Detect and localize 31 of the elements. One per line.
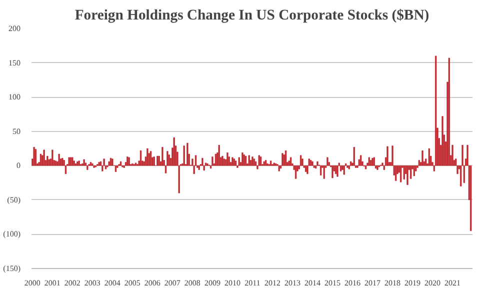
chart-title: Foreign Holdings Change In US Corporate Stocks ($BN) xyxy=(74,8,430,24)
x-tick-label: 2007 xyxy=(164,278,180,288)
y-tick-label: 50 xyxy=(12,126,20,136)
x-tick-label: 2019 xyxy=(404,278,420,288)
x-tick-label: 2006 xyxy=(144,278,160,288)
x-tick-label: 2021 xyxy=(444,278,460,288)
x-tick-label: 2018 xyxy=(384,278,400,288)
y-tick-label: 150 xyxy=(8,58,20,68)
y-tick-label: (150) xyxy=(3,264,21,273)
y-tick-label: 200 xyxy=(8,24,20,33)
x-tick-label: 2003 xyxy=(84,278,100,288)
x-tick-label: 2016 xyxy=(344,278,360,288)
x-tick-label: 2004 xyxy=(104,278,120,288)
x-tick-label: 2010 xyxy=(224,278,240,288)
x-tick-label: 2014 xyxy=(304,278,320,288)
x-tick-label: 2013 xyxy=(284,278,300,288)
x-tick-label: 2008 xyxy=(184,278,200,288)
x-tick-label: 2017 xyxy=(364,278,380,288)
x-tick-label: 2011 xyxy=(244,278,260,288)
x-tick-label: 2015 xyxy=(324,278,340,288)
y-tick-label: (50) xyxy=(7,195,21,204)
x-tick-label: 2020 xyxy=(424,278,440,288)
x-tick-label: 2009 xyxy=(204,278,220,288)
x-tick-label: 2012 xyxy=(264,278,280,288)
x-tick-label: 2001 xyxy=(44,278,60,288)
y-tick-label: (100) xyxy=(3,230,21,239)
x-tick-label: 2005 xyxy=(124,278,140,288)
x-tick-label: 2000 xyxy=(24,278,40,288)
y-tick-label: 0 xyxy=(16,161,20,170)
x-tick-label: 2002 xyxy=(64,278,80,288)
y-tick-label: 100 xyxy=(8,92,20,102)
